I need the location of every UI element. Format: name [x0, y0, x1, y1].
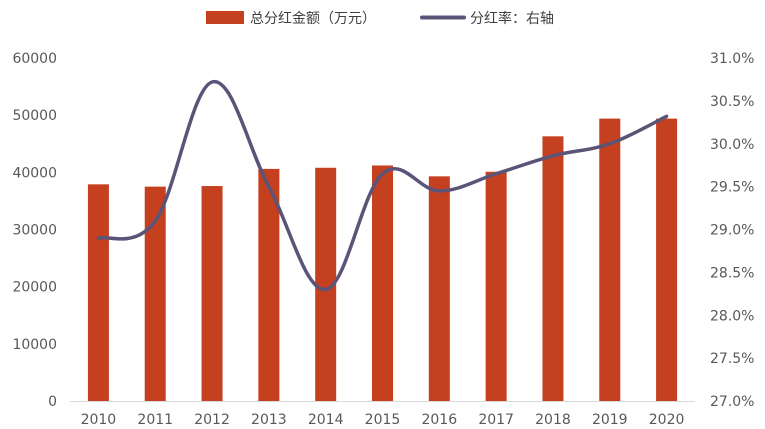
legend-bar-label: 总分红金额（万元） — [250, 11, 376, 27]
y-right-tick-29.5%: 29.5% — [710, 180, 754, 196]
y-left-tick-50000: 50000 — [12, 108, 57, 124]
bar-2012 — [201, 186, 223, 401]
x-tick-2017: 2017 — [478, 412, 514, 428]
x-tick-2010: 2010 — [81, 412, 117, 428]
y-left-tick-30000: 30000 — [12, 223, 57, 239]
bar-2010 — [87, 184, 109, 401]
bar-2019 — [599, 118, 621, 401]
bar-2016 — [428, 176, 450, 401]
bar-2013 — [258, 168, 280, 401]
bar-2018 — [542, 136, 564, 401]
x-tick-2020: 2020 — [649, 412, 685, 428]
x-tick-2014: 2014 — [308, 412, 344, 428]
y-left-tick-20000: 20000 — [12, 280, 57, 296]
x-tick-2013: 2013 — [251, 412, 287, 428]
y-right-tick-28.5%: 28.5% — [710, 265, 754, 281]
x-tick-2019: 2019 — [592, 412, 628, 428]
y-left-tick-0: 0 — [48, 394, 57, 410]
x-axis-ticks: 2010 2011 2012 2013 2014 2015 2016 2017 2018 2019… — [81, 412, 685, 428]
legend: 总分红金额（万元） 分红率：右轴 — [206, 10, 554, 27]
x-tick-2016: 2016 — [421, 412, 457, 428]
y-right-tick-31.0%: 31.0% — [710, 51, 754, 67]
x-tick-2011: 2011 — [137, 412, 173, 428]
bar-2011 — [144, 186, 166, 401]
y-right-tick-30.0%: 30.0% — [710, 137, 754, 153]
legend-line-label: 分红率：右轴 — [470, 10, 554, 27]
x-tick-2018: 2018 — [535, 412, 571, 428]
y-left-tick-60000: 60000 — [12, 51, 57, 67]
bar-2014 — [315, 167, 337, 401]
line-series — [96, 80, 669, 292]
y-right-tick-28.0%: 28.0% — [710, 308, 754, 324]
y-right-tick-27.0%: 27.0% — [710, 394, 754, 410]
dividend-rate-line — [96, 80, 669, 292]
y-left-tick-10000: 10000 — [12, 337, 57, 353]
bar-2017 — [485, 171, 507, 401]
bar-2020 — [656, 118, 678, 401]
y-axis-left-ticks: 0 10000 20000 30000 40000 50000 60000 — [12, 51, 57, 410]
y-right-tick-27.5%: 27.5% — [710, 351, 754, 367]
y-left-tick-40000: 40000 — [12, 165, 57, 181]
bar-series — [87, 118, 678, 401]
y-right-tick-29.0%: 29.0% — [710, 223, 754, 239]
y-right-tick-30.5%: 30.5% — [710, 94, 754, 110]
legend-bar-swatch — [206, 11, 244, 24]
x-tick-2012: 2012 — [194, 412, 230, 428]
x-tick-2015: 2015 — [365, 412, 401, 428]
bar-2015 — [372, 165, 393, 401]
y-axis-right-ticks: 27.0% 27.5% 28.0% 28.5% 29.0% 29.5% 30.0% 30.5%… — [710, 51, 754, 410]
